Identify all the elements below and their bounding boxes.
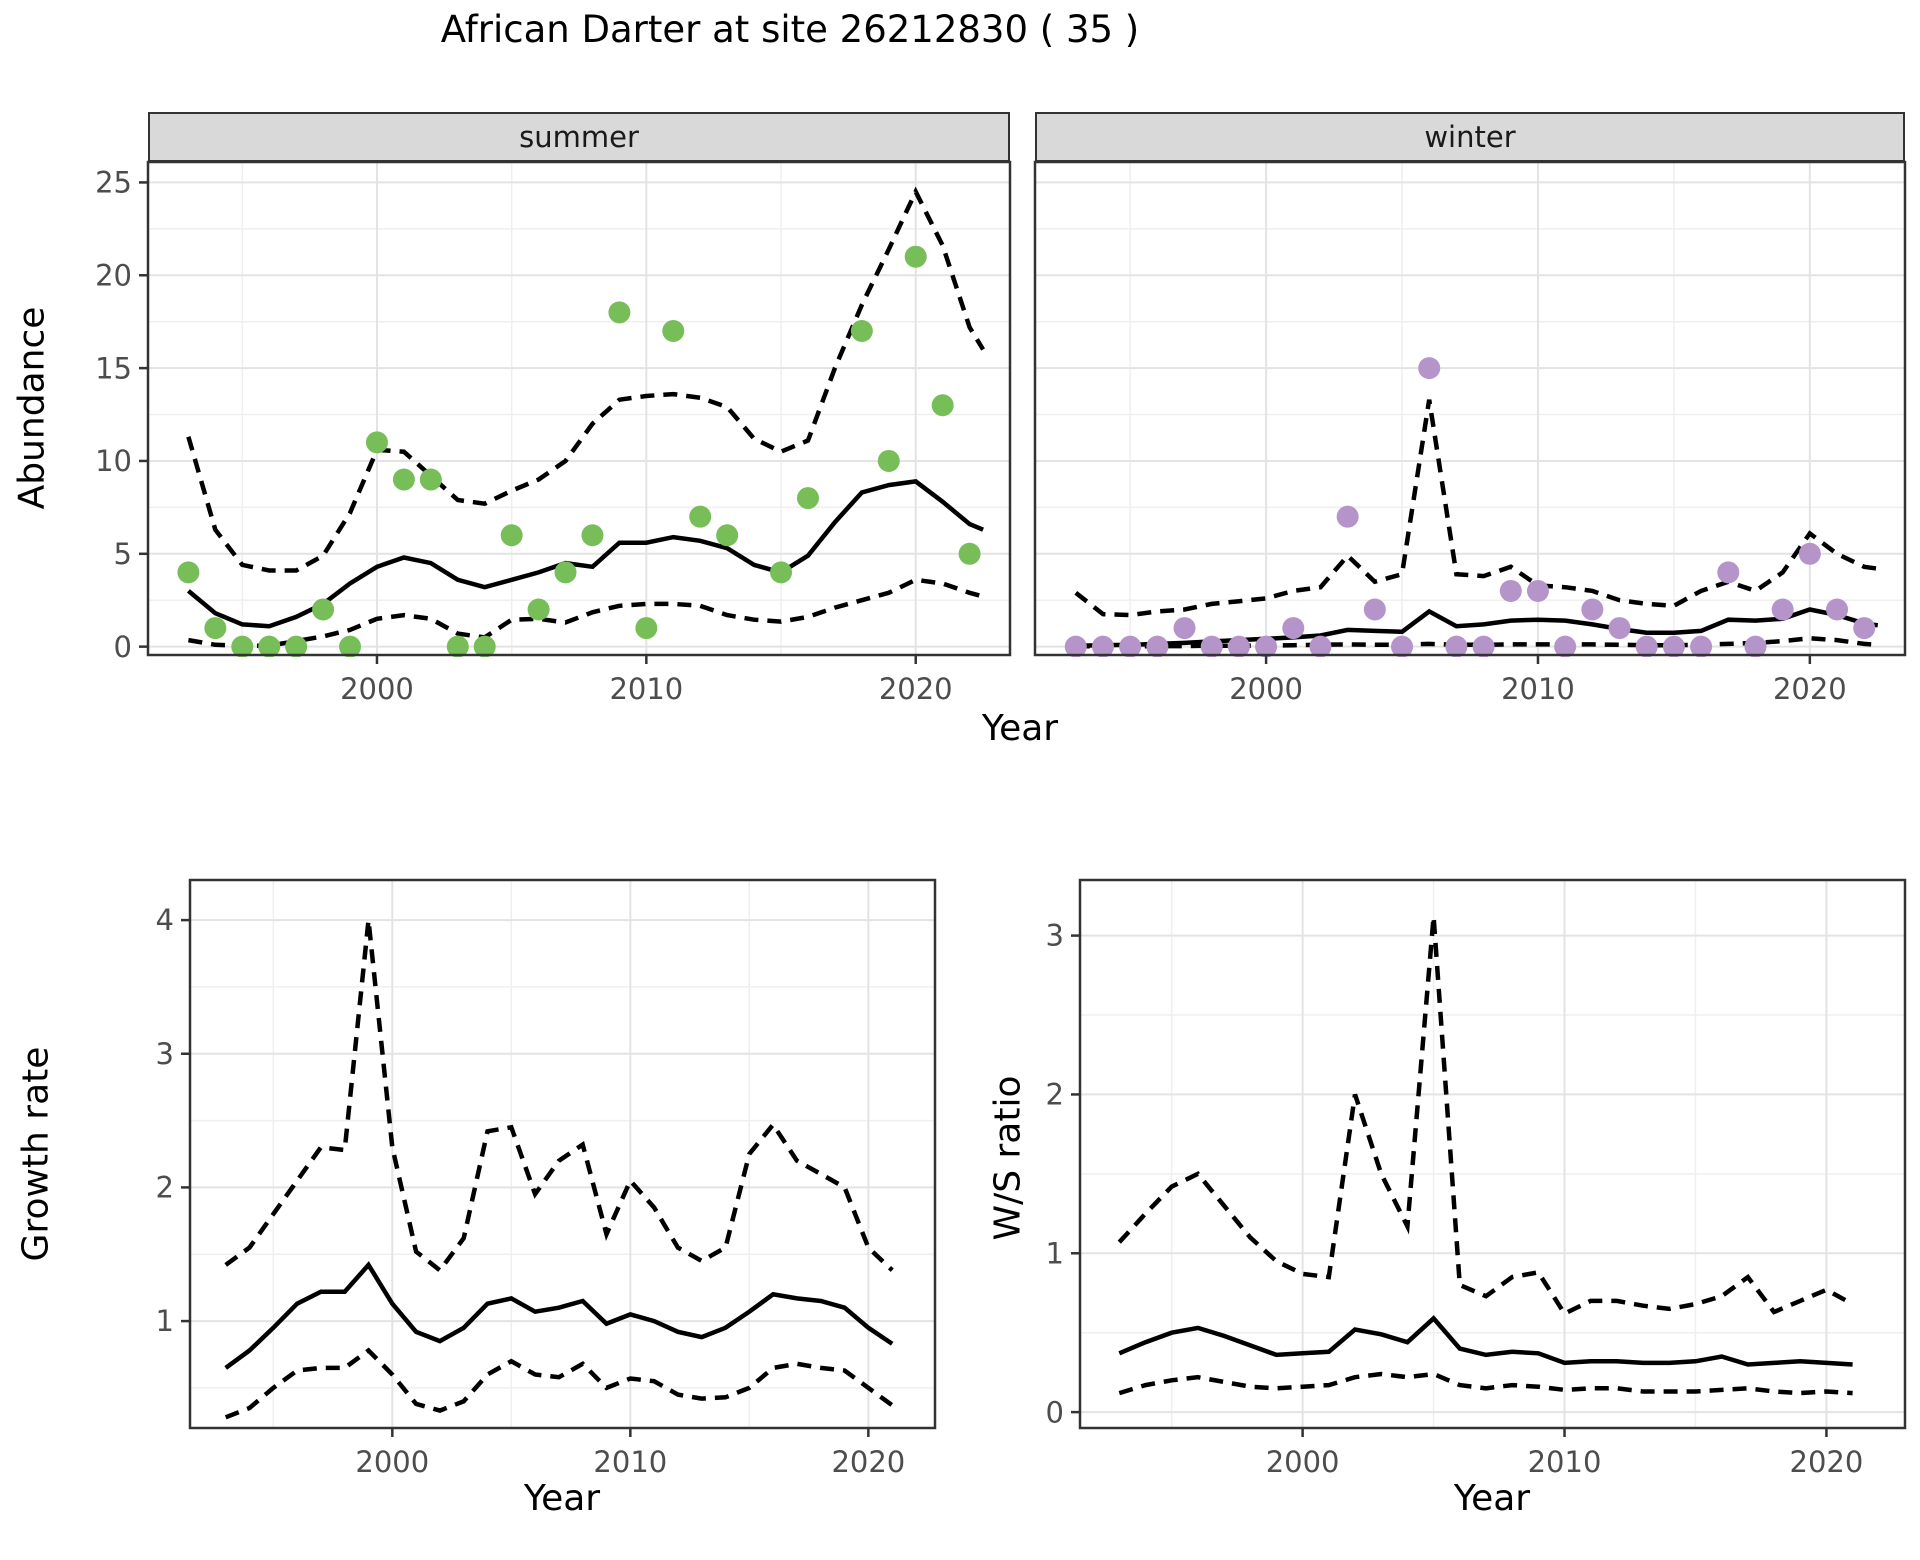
svg-text:1: 1 [1046, 1236, 1064, 1270]
svg-text:2010: 2010 [1501, 672, 1575, 706]
svg-text:2020: 2020 [831, 1445, 905, 1479]
facet-strip-summer: summer [148, 112, 1010, 162]
svg-text:5: 5 [114, 537, 132, 571]
facet-strip-winter: winter [1035, 112, 1905, 162]
year-axis-label-ws: Year [1453, 1478, 1531, 1519]
facet-strip-winter-label: winter [1424, 120, 1516, 154]
svg-text:2010: 2010 [593, 1445, 667, 1479]
page-title: African Darter at site 26212830 ( 35 ) [440, 8, 1140, 51]
svg-text:2000: 2000 [340, 672, 414, 706]
year-axis-label-top: Year [981, 708, 1059, 749]
svg-text:0: 0 [114, 630, 132, 664]
svg-text:2020: 2020 [1790, 1445, 1864, 1479]
ws-ratio-panel: 2000 2010 2020 0 1 2 3 [1046, 878, 1907, 1479]
svg-text:4: 4 [156, 903, 174, 937]
winter-series [1064, 357, 1879, 657]
svg-text:15: 15 [95, 351, 132, 385]
svg-text:25: 25 [95, 166, 132, 200]
svg-text:2020: 2020 [1773, 672, 1847, 706]
growth-series [224, 919, 894, 1420]
svg-text:0: 0 [1046, 1395, 1064, 1429]
svg-text:1: 1 [156, 1304, 174, 1338]
abundance-axis-label: Abundance [11, 306, 53, 510]
ws-series [1117, 916, 1854, 1396]
ws-ratio-axis-label: W/S ratio [987, 1075, 1029, 1241]
svg-text:3: 3 [156, 1037, 174, 1071]
svg-text:2: 2 [1046, 1078, 1064, 1112]
year-axis-label-growth: Year [523, 1478, 601, 1519]
svg-text:2000: 2000 [1266, 1445, 1340, 1479]
svg-text:2000: 2000 [355, 1445, 429, 1479]
growth-rate-panel: 2000 2010 2020 1 2 3 4 [156, 878, 937, 1479]
summer-series [177, 186, 986, 657]
svg-text:2000: 2000 [1229, 672, 1303, 706]
svg-text:2010: 2010 [609, 672, 683, 706]
summer-abundance-panel: 2000 2010 2020 0 5 10 15 20 25 [95, 160, 1012, 706]
svg-text:2010: 2010 [1528, 1445, 1602, 1479]
svg-text:10: 10 [95, 444, 132, 478]
winter-abundance-panel: 2000 2010 2020 [1033, 160, 1907, 706]
growth-rate-axis-label: Growth rate [15, 1046, 57, 1262]
svg-text:3: 3 [1046, 919, 1064, 953]
facet-strip-summer-label: summer [519, 120, 639, 154]
svg-text:20: 20 [95, 258, 132, 292]
svg-text:2: 2 [156, 1171, 174, 1205]
svg-text:2020: 2020 [879, 672, 953, 706]
